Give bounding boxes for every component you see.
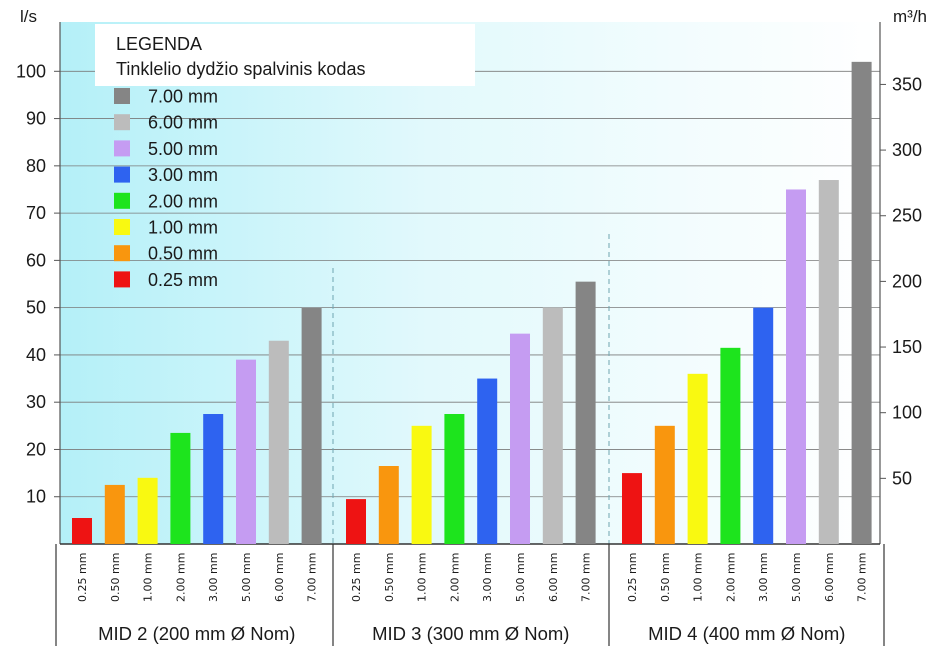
category-label: 0.50 mm bbox=[659, 553, 672, 602]
bar bbox=[687, 373, 708, 544]
category-label: 0.50 mm bbox=[109, 553, 122, 602]
category-label: 1.00 mm bbox=[692, 553, 705, 602]
bar bbox=[542, 307, 563, 544]
legend-entry-label: 6.00 mm bbox=[148, 113, 218, 133]
category-label: 0.25 mm bbox=[626, 553, 639, 602]
bar bbox=[575, 281, 596, 544]
bar bbox=[654, 425, 675, 544]
y-axis-left-unit: l/s bbox=[20, 7, 37, 26]
group-label: MID 4 (400 mm Ø Nom) bbox=[648, 623, 845, 644]
category-label: 6.00 mm bbox=[547, 553, 560, 602]
y-tick-label-left: 100 bbox=[16, 61, 46, 81]
y-tick-label-left: 10 bbox=[26, 487, 46, 507]
bar bbox=[444, 414, 465, 544]
y-tick-label-right: 50 bbox=[892, 468, 912, 488]
y-tick-label-left: 50 bbox=[26, 298, 46, 318]
category-label: 5.00 mm bbox=[790, 553, 803, 602]
category-label: 7.00 mm bbox=[306, 553, 319, 602]
category-label: 0.50 mm bbox=[383, 553, 396, 602]
bar bbox=[851, 61, 872, 544]
legend-entry-label: 0.25 mm bbox=[148, 270, 218, 290]
category-label: 2.00 mm bbox=[174, 553, 187, 602]
bar bbox=[786, 189, 806, 544]
group-label: MID 2 (200 mm Ø Nom) bbox=[98, 623, 295, 644]
legend-swatch bbox=[114, 166, 130, 183]
y-tick-label-right: 100 bbox=[892, 403, 922, 423]
y-tick-label-left: 20 bbox=[26, 439, 46, 459]
category-label: 2.00 mm bbox=[724, 553, 737, 602]
bar bbox=[137, 477, 158, 544]
y-tick-label-right: 150 bbox=[892, 337, 922, 357]
bar bbox=[104, 484, 125, 544]
category-label: 5.00 mm bbox=[514, 553, 527, 602]
legend-swatch bbox=[114, 245, 130, 262]
legend-entry-label: 5.00 mm bbox=[148, 139, 218, 159]
legend-subtitle: Tinklelio dydžio spalvinis kodas bbox=[116, 59, 365, 79]
category-label: 3.00 mm bbox=[207, 553, 220, 602]
y-tick-label-left: 70 bbox=[26, 203, 46, 223]
bar bbox=[301, 307, 322, 544]
bar bbox=[170, 432, 191, 544]
bar bbox=[818, 180, 839, 544]
legend-header-box bbox=[95, 24, 475, 86]
y-tick-label-right: 350 bbox=[892, 74, 922, 94]
legend-entry-label: 3.00 mm bbox=[148, 165, 218, 185]
bar bbox=[411, 425, 432, 544]
legend-swatch bbox=[114, 140, 130, 157]
y-tick-label-right: 250 bbox=[892, 206, 922, 226]
bar bbox=[753, 307, 774, 544]
category-label: 0.25 mm bbox=[76, 553, 89, 602]
category-label: 7.00 mm bbox=[856, 553, 869, 602]
bar bbox=[720, 347, 741, 544]
bar bbox=[236, 359, 256, 544]
axes: 10 20 30 40 50 60 70 80 90 100 50 100 150 200 250 300 35… bbox=[16, 22, 922, 646]
legend-swatch bbox=[114, 219, 130, 235]
plot-background bbox=[60, 22, 880, 544]
y-tick-label-right: 200 bbox=[892, 271, 922, 291]
category-label: 5.00 mm bbox=[240, 553, 253, 602]
category-label: 1.00 mm bbox=[142, 553, 155, 602]
legend-swatch bbox=[114, 88, 130, 104]
y-axis-right-unit: m³/h bbox=[893, 7, 927, 26]
category-label: 6.00 mm bbox=[823, 553, 836, 602]
category-label: 2.00 mm bbox=[448, 553, 461, 602]
category-labels: 0.25 mm 0.50 mm 1.00 mm 2.00 mm 3.00 mm 5.00 … bbox=[76, 553, 869, 602]
y-tick-label-left: 30 bbox=[26, 392, 46, 412]
category-label: 7.00 mm bbox=[580, 553, 593, 602]
bar bbox=[346, 499, 366, 544]
legend-title: LEGENDA bbox=[116, 34, 202, 54]
legend-swatch bbox=[114, 114, 130, 131]
legend-swatch bbox=[114, 192, 130, 209]
category-label: 0.25 mm bbox=[350, 553, 363, 602]
legend-entry-label: 2.00 mm bbox=[148, 191, 218, 211]
legend: LEGENDA Tinklelio dydžio spalvinis kodas… bbox=[95, 24, 475, 290]
legend-swatch bbox=[114, 271, 130, 288]
bars bbox=[72, 61, 872, 544]
category-label: 3.00 mm bbox=[757, 553, 770, 602]
legend-entry-label: 0.50 mm bbox=[148, 244, 218, 264]
legend-entry-label: 1.00 mm bbox=[148, 218, 218, 238]
group-label: MID 3 (300 mm Ø Nom) bbox=[372, 623, 569, 644]
bar bbox=[378, 466, 399, 544]
bar bbox=[268, 340, 289, 544]
bar bbox=[622, 473, 642, 544]
bar bbox=[510, 333, 530, 544]
y-tick-label-left: 90 bbox=[26, 109, 46, 129]
bar bbox=[203, 414, 224, 544]
y-tick-label-right: 300 bbox=[892, 140, 922, 160]
group-labels: MID 2 (200 mm Ø Nom) MID 3 (300 mm Ø Nom)… bbox=[98, 623, 845, 644]
y-tick-label-left: 40 bbox=[26, 345, 46, 365]
bar bbox=[72, 518, 92, 544]
category-label: 1.00 mm bbox=[416, 553, 429, 602]
y-tick-label-left: 60 bbox=[26, 250, 46, 270]
category-label: 3.00 mm bbox=[481, 553, 494, 602]
bar bbox=[477, 378, 498, 544]
category-label: 6.00 mm bbox=[273, 553, 286, 602]
y-tick-label-left: 80 bbox=[26, 156, 46, 176]
legend-entry-label: 7.00 mm bbox=[148, 87, 218, 107]
legend-entries: 7.00 mm 6.00 mm 5.00 mm 3.00 mm 2.00 mm 1.00 … bbox=[114, 87, 218, 290]
